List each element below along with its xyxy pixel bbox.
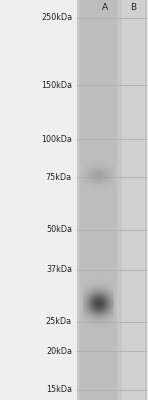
Text: 20kDa: 20kDa — [46, 346, 72, 356]
Text: 37kDa: 37kDa — [46, 266, 72, 274]
Text: A: A — [102, 4, 108, 12]
Text: 150kDa: 150kDa — [41, 80, 72, 90]
Text: 50kDa: 50kDa — [46, 226, 72, 234]
Text: 25kDa: 25kDa — [46, 318, 72, 326]
Text: 75kDa: 75kDa — [46, 172, 72, 182]
Text: 100kDa: 100kDa — [41, 134, 72, 144]
Text: B: B — [130, 4, 136, 12]
Text: 250kDa: 250kDa — [41, 14, 72, 22]
Text: 15kDa: 15kDa — [46, 386, 72, 394]
